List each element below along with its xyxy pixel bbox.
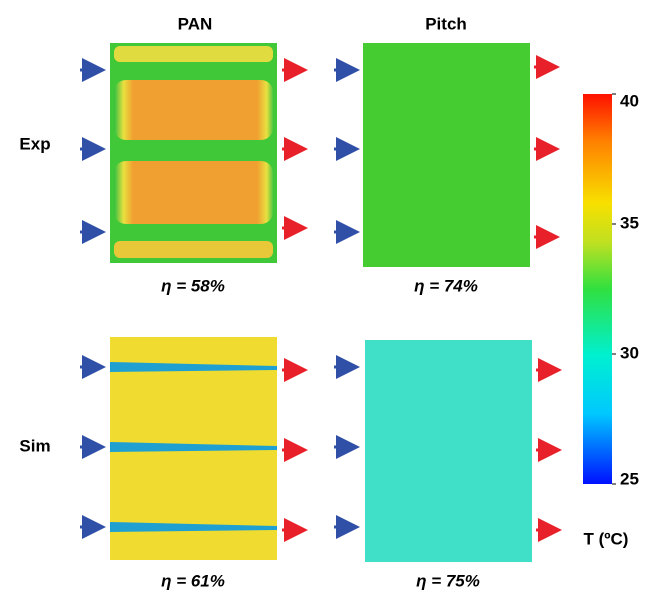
heatmap <box>110 337 277 560</box>
efficiency-label: η = 58% <box>161 276 225 295</box>
tick-label: 30 <box>620 343 639 362</box>
heatmap <box>363 43 530 267</box>
efficiency-label: η = 75% <box>416 571 480 590</box>
efficiency-label: η = 74% <box>414 276 478 295</box>
tick-label: 40 <box>620 91 639 110</box>
column-header: Pitch <box>425 14 467 33</box>
figure: PAN Pitch Exp Sim <box>0 0 646 592</box>
heatmap <box>365 340 532 562</box>
tick-label: 25 <box>620 469 639 488</box>
colorbar <box>583 94 612 484</box>
colorbar-label: T (ºC) <box>584 529 629 548</box>
row-header: Sim <box>19 436 50 455</box>
efficiency-label: η = 61% <box>161 571 225 590</box>
heatmap <box>110 43 277 263</box>
tick-label: 35 <box>620 213 639 232</box>
row-header: Exp <box>19 134 50 153</box>
column-header: PAN <box>178 14 213 33</box>
